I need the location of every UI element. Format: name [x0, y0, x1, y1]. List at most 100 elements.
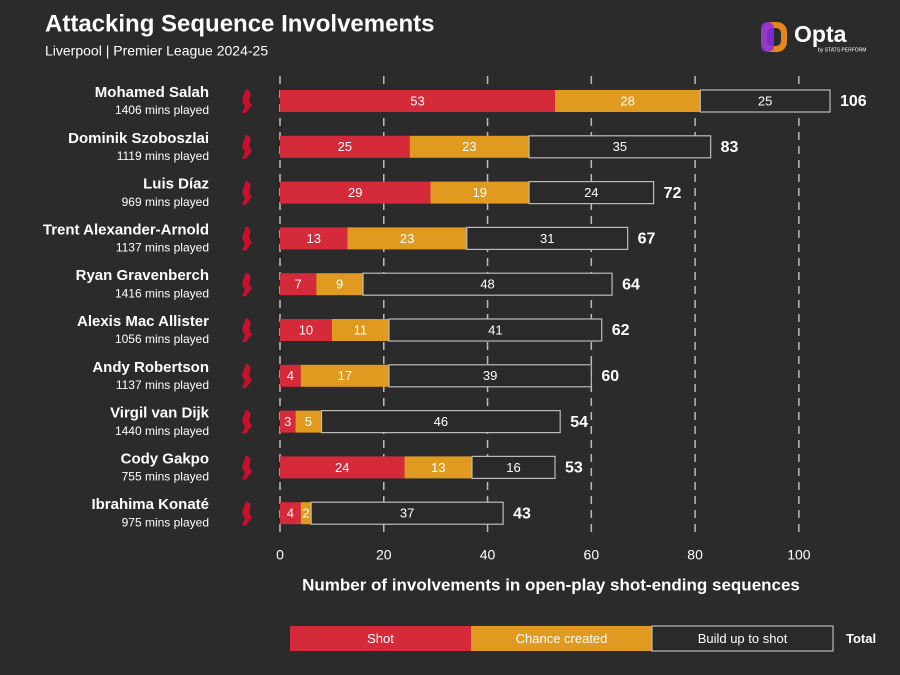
- bar-segment: [331, 319, 389, 341]
- value-label: 25: [758, 93, 772, 108]
- value-label: 48: [480, 277, 494, 292]
- y-tick-sublabel: 1137 mins played: [116, 241, 209, 255]
- value-label: 16: [506, 460, 520, 475]
- value-label: 5: [305, 414, 312, 429]
- total-label: 67: [638, 231, 656, 248]
- logo-mark-left: [761, 22, 774, 52]
- bar-segment: [280, 273, 317, 296]
- club-crest: [242, 409, 252, 434]
- club-crest: [242, 363, 252, 388]
- bar-segment: [280, 319, 332, 341]
- value-label: 28: [620, 93, 634, 108]
- bar-segment: [280, 410, 296, 433]
- legend-label: Chance created: [516, 631, 608, 646]
- bar-segment: [347, 227, 467, 250]
- value-label: 13: [431, 460, 445, 475]
- value-label: 31: [540, 231, 554, 246]
- logo-text: Opta: [794, 21, 847, 47]
- y-tick-sublabel: 755 mins played: [122, 470, 209, 484]
- total-label: 60: [601, 368, 619, 385]
- legend-swatch: [651, 625, 834, 652]
- bar-segment: [471, 455, 556, 479]
- value-label: 24: [335, 460, 349, 475]
- bar-segment: [280, 456, 405, 479]
- value-label: 25: [338, 139, 352, 154]
- legend-total-label: Total: [846, 631, 876, 646]
- y-tick-sublabel: 975 mins played: [122, 515, 209, 529]
- value-label: 3: [284, 414, 291, 429]
- value-label: 4: [287, 506, 294, 521]
- club-crest: [242, 501, 252, 526]
- value-label: 23: [400, 231, 414, 246]
- y-tick-label: Trent Alexander-Arnold: [43, 221, 209, 238]
- y-tick-label: Cody Gakpo: [121, 450, 209, 467]
- chart-title: Attacking Sequence Involvements: [45, 10, 434, 37]
- bar-segment: [280, 364, 301, 387]
- value-label: 41: [488, 322, 502, 337]
- total-label: 53: [565, 460, 583, 477]
- bar-segment: [362, 272, 613, 296]
- y-tick-sublabel: 1440 mins played: [115, 424, 209, 438]
- x-tick-label: 100: [787, 547, 811, 563]
- bar-segment: [320, 410, 561, 434]
- x-tick-label: 0: [276, 547, 284, 563]
- bar-segment: [300, 364, 389, 387]
- bar-segment: [316, 273, 364, 296]
- bar-segment: [280, 502, 301, 525]
- value-label: 24: [584, 185, 598, 200]
- club-crest: [242, 180, 252, 205]
- value-label: 10: [299, 322, 313, 337]
- bar-segment: [300, 502, 312, 525]
- y-tick-sublabel: 1406 mins played: [115, 103, 209, 117]
- bar-segment: [430, 181, 530, 204]
- y-tick-sublabel: 1056 mins played: [115, 332, 209, 346]
- bar-segment: [280, 227, 348, 250]
- value-label: 37: [400, 506, 414, 521]
- y-tick-label: Luis Díaz: [143, 176, 209, 193]
- y-tick-label: Mohamed Salah: [95, 84, 209, 101]
- bar-segment: [404, 456, 472, 479]
- club-crest: [242, 89, 252, 113]
- legend-swatch: [290, 626, 471, 651]
- total-label: 54: [570, 414, 588, 431]
- legend-label: Shot: [367, 631, 394, 646]
- value-label: 11: [354, 322, 368, 337]
- bar-segment: [466, 226, 629, 250]
- chart-subtitle: Liverpool | Premier League 2024-25: [45, 43, 268, 59]
- y-tick-sublabel: 1416 mins played: [115, 286, 209, 300]
- y-tick-sublabel: 969 mins played: [122, 195, 209, 209]
- y-tick-label: Virgil van Dijk: [110, 405, 210, 422]
- bar-segment: [528, 135, 712, 159]
- value-label: 46: [434, 414, 448, 429]
- club-crest: [242, 226, 252, 251]
- total-label: 83: [721, 139, 739, 156]
- total-label: 64: [622, 276, 640, 293]
- value-label: 53: [410, 93, 424, 108]
- bar-segment: [388, 364, 592, 388]
- logo: Opta by STATS PERFORM: [761, 21, 866, 53]
- value-label: 23: [462, 139, 476, 154]
- total-label: 62: [612, 322, 630, 339]
- bar-segment: [555, 90, 701, 112]
- value-label: 13: [306, 231, 320, 246]
- club-crest: [242, 134, 252, 159]
- value-label: 29: [348, 185, 362, 200]
- x-tick-label: 60: [584, 547, 600, 563]
- total-label: 43: [513, 505, 531, 522]
- value-label: 2: [302, 506, 309, 521]
- value-label: 35: [613, 139, 627, 154]
- bar-segment: [310, 501, 504, 525]
- x-tick-label: 40: [480, 547, 496, 563]
- x-tick-label: 80: [687, 547, 703, 563]
- y-tick-label: Dominik Szoboszlai: [68, 130, 209, 147]
- y-tick-label: Ibrahima Konaté: [91, 496, 209, 513]
- value-label: 9: [336, 277, 343, 292]
- bar-segment: [295, 410, 322, 433]
- bar-segment: [528, 181, 655, 205]
- x-axis-label: Number of involvements in open-play shot…: [302, 575, 800, 594]
- bar-segment: [388, 318, 603, 342]
- bar-segment: [409, 135, 530, 158]
- value-label: 4: [287, 368, 294, 383]
- bar-segment: [280, 135, 410, 158]
